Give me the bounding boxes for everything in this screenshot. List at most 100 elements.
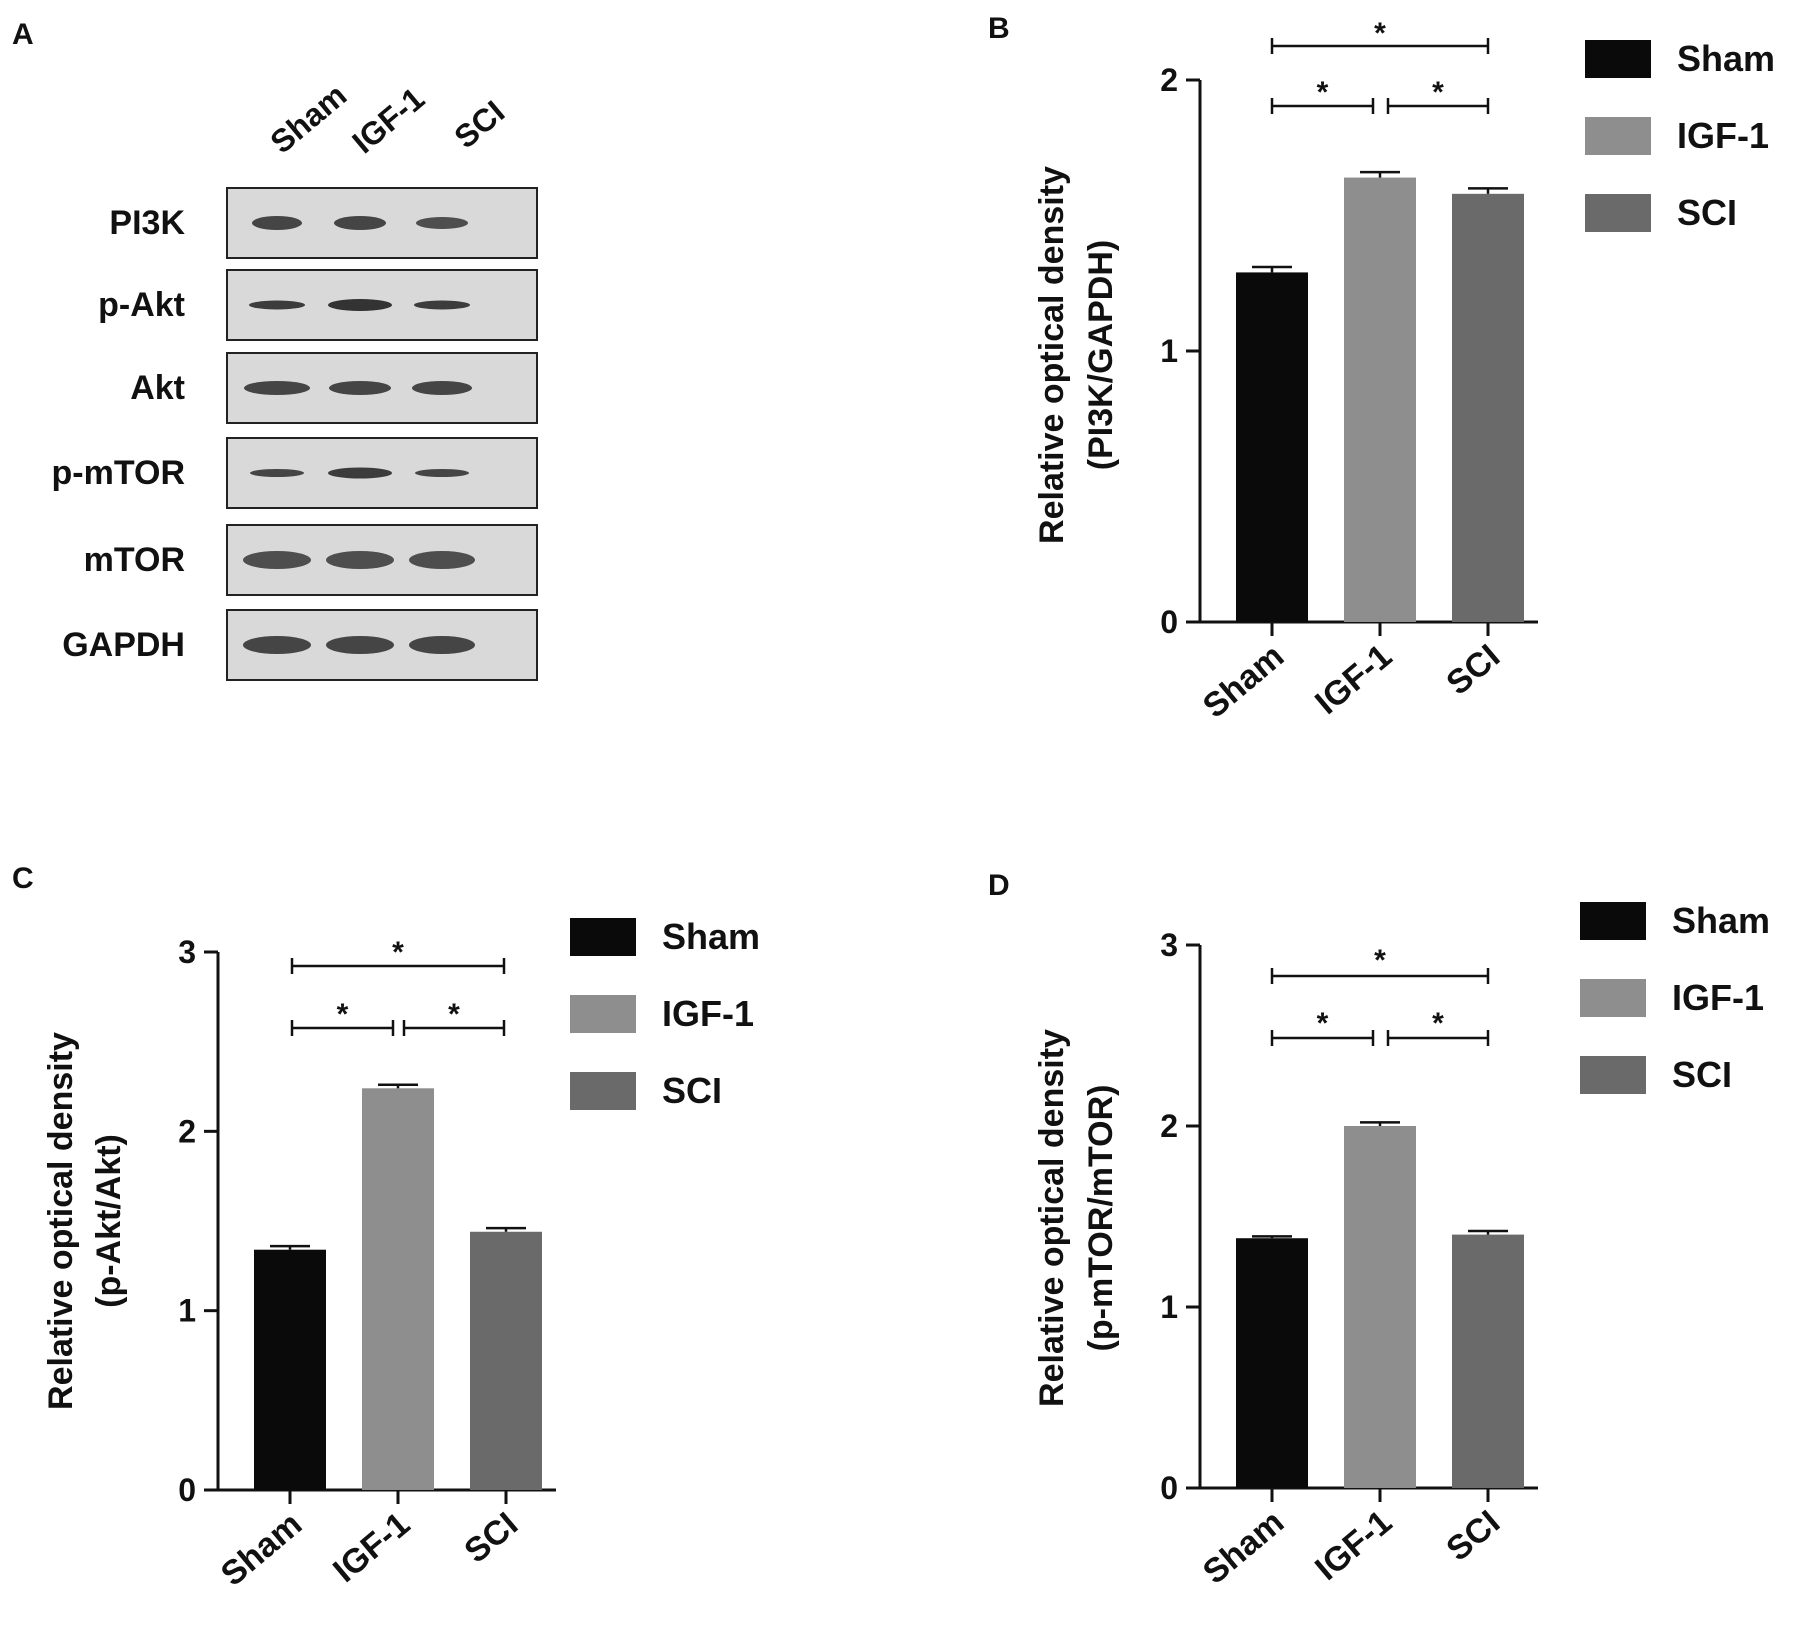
bar-sham xyxy=(1236,272,1308,622)
significance-star: * xyxy=(392,936,404,969)
blot-rows: PI3K p-Akt Akt p-mTOR mTOR GAPDH xyxy=(52,187,538,681)
blot-row-mtor: mTOR xyxy=(84,524,538,596)
y-tick-label: 1 xyxy=(1160,333,1178,369)
significance-star: * xyxy=(1432,1007,1444,1040)
y-axis-label: Relative optical density xyxy=(1033,1029,1071,1407)
panel-label-b: B xyxy=(988,12,1010,45)
lane-label-sham: Sham xyxy=(263,77,353,161)
blot-band xyxy=(416,217,468,229)
legend-swatch-igf-1 xyxy=(1580,979,1646,1017)
protein-label-mtor: mTOR xyxy=(84,541,185,579)
panel-label-d: D xyxy=(988,869,1010,902)
bar-sci xyxy=(1452,1234,1524,1488)
blot-band xyxy=(244,381,310,395)
lane-label-sci: SCI xyxy=(447,93,511,155)
significance-star: * xyxy=(1317,1007,1329,1040)
blot-row-gapdh: GAPDH xyxy=(62,609,538,681)
legend-swatch-sham xyxy=(1585,40,1651,78)
bar-sci xyxy=(1452,193,1524,622)
blot-band xyxy=(329,381,391,395)
blot-band xyxy=(328,299,392,311)
blot-band xyxy=(243,551,311,569)
bar-sham xyxy=(254,1249,326,1490)
blot-band xyxy=(334,216,386,230)
significance-star: * xyxy=(1317,76,1329,109)
blot-row-pi3k: PI3K xyxy=(109,187,538,259)
y-axis-label: Relative optical density xyxy=(42,1032,80,1410)
legend-label-sci: SCI xyxy=(1672,1054,1732,1095)
bar-sham xyxy=(1236,1238,1308,1488)
y-tick-label: 2 xyxy=(1160,62,1178,98)
blot-band xyxy=(326,551,394,569)
significance-star: * xyxy=(448,998,460,1031)
x-tick-label-sci: SCI xyxy=(457,1505,525,1571)
protein-label-pi3k: PI3K xyxy=(109,204,185,242)
legend-swatch-sci xyxy=(1585,194,1651,232)
blot-band xyxy=(250,469,304,477)
bar-igf-1 xyxy=(362,1088,434,1490)
x-tick-label-sci: SCI xyxy=(1439,637,1507,703)
y-tick-label: 2 xyxy=(178,1113,196,1149)
x-tick-label-sci: SCI xyxy=(1439,1503,1507,1569)
bar-igf-1 xyxy=(1344,1126,1416,1488)
legend-swatch-sci xyxy=(570,1072,636,1110)
lane-label-igf1: IGF-1 xyxy=(345,80,431,160)
legend-label-igf-1: IGF-1 xyxy=(1677,115,1769,156)
y-tick-label: 0 xyxy=(1160,604,1178,640)
bar-sci xyxy=(470,1231,542,1490)
y-tick-label: 2 xyxy=(1160,1108,1178,1144)
significance-star: * xyxy=(337,998,349,1031)
legend-label-sham: Sham xyxy=(662,916,760,957)
blot-band xyxy=(414,300,470,310)
blot-band xyxy=(412,381,472,395)
x-tick-label-sham: Sham xyxy=(1196,1503,1291,1592)
legend-label-igf-1: IGF-1 xyxy=(662,993,754,1034)
x-tick-label-igf-1: IGF-1 xyxy=(326,1505,417,1590)
protein-label-p-akt: p-Akt xyxy=(98,286,185,324)
legend-swatch-sci xyxy=(1580,1056,1646,1094)
blot-band xyxy=(415,469,469,477)
panel-label-c: C xyxy=(12,862,34,895)
legend-label-sham: Sham xyxy=(1672,900,1770,941)
legend-swatch-igf-1 xyxy=(570,995,636,1033)
protein-label-p-mtor: p-mTOR xyxy=(52,454,185,492)
significance-star: * xyxy=(1374,17,1386,50)
legend-label-igf-1: IGF-1 xyxy=(1672,977,1764,1018)
bar-igf-1 xyxy=(1344,177,1416,622)
panel-label-a: A xyxy=(12,18,34,51)
legend-label-sham: Sham xyxy=(1677,38,1775,79)
western-blot-panel: A Sham IGF-1 SCI PI3K p-Akt Akt p-mTOR mTOR G… xyxy=(12,18,538,681)
y-axis-label-sub: (p-mTOR/mTOR) xyxy=(1082,1085,1120,1352)
y-tick-label: 3 xyxy=(178,934,196,970)
blot-band xyxy=(409,551,475,569)
x-tick-label-sham: Sham xyxy=(214,1505,309,1594)
blot-band xyxy=(243,636,311,654)
blot-row-akt: Akt xyxy=(130,352,538,424)
y-axis-label: Relative optical density xyxy=(1033,166,1071,544)
x-tick-label-sham: Sham xyxy=(1196,637,1291,726)
legend-swatch-sham xyxy=(1580,902,1646,940)
y-tick-label: 0 xyxy=(1160,1470,1178,1506)
y-tick-label: 1 xyxy=(1160,1289,1178,1325)
protein-label-akt: Akt xyxy=(130,369,185,407)
blot-band xyxy=(249,300,305,310)
legend-label-sci: SCI xyxy=(1677,192,1737,233)
legend-swatch-sham xyxy=(570,918,636,956)
legend-label-sci: SCI xyxy=(662,1070,722,1111)
pi3k-chart: B 0 1 2 Sham IGF-1 SCI Relative optical densit… xyxy=(988,12,1775,726)
x-tick-label-igf-1: IGF-1 xyxy=(1308,1503,1399,1588)
y-axis-label-sub: (p-Akt/Akt) xyxy=(90,1134,128,1308)
y-axis-label-sub: (PI3K/GAPDH) xyxy=(1082,240,1120,470)
blot-row-p-mtor: p-mTOR xyxy=(52,437,538,509)
protein-label-gapdh: GAPDH xyxy=(62,626,185,664)
blot-row-p-akt: p-Akt xyxy=(98,269,538,341)
blot-band xyxy=(326,636,394,654)
y-tick-label: 1 xyxy=(178,1293,196,1329)
y-tick-label: 3 xyxy=(1160,927,1178,963)
significance-star: * xyxy=(1432,76,1444,109)
significance-star: * xyxy=(1374,944,1386,977)
blot-band xyxy=(328,467,392,479)
legend-swatch-igf-1 xyxy=(1585,117,1651,155)
blot-band xyxy=(252,216,302,230)
